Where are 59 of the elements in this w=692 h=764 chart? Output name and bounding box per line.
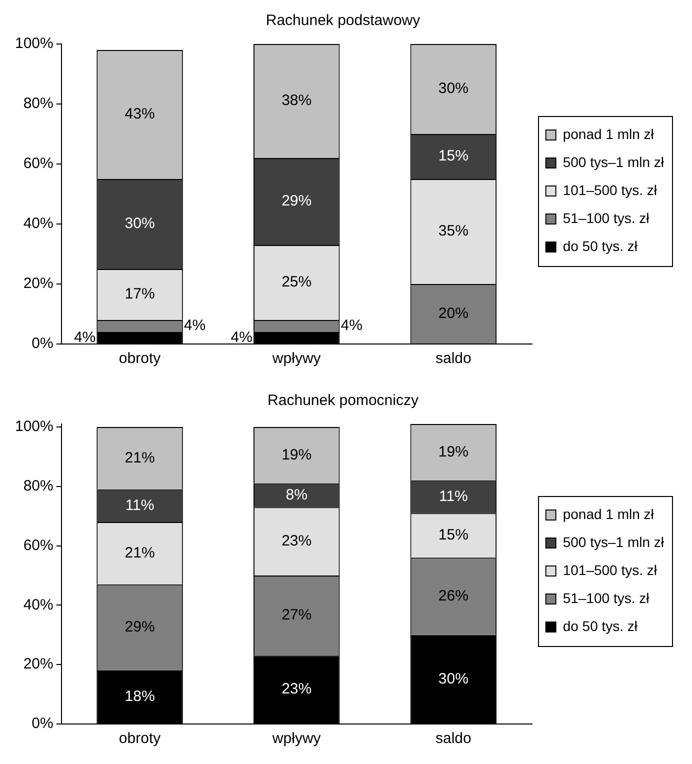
y-tick-label: 40% bbox=[23, 215, 54, 232]
data-label: 29% bbox=[282, 192, 312, 210]
data-label: 4% bbox=[184, 317, 206, 334]
x-tick-label: saldo bbox=[436, 350, 472, 368]
legend-label: 101–500 tys. zł bbox=[562, 562, 658, 578]
y-tick-label: 100% bbox=[14, 35, 54, 52]
y-tick-label: 40% bbox=[23, 596, 54, 614]
legend-label: 101–500 tys. zł bbox=[562, 182, 658, 198]
data-label: 30% bbox=[438, 670, 468, 688]
y-tick-label: 60% bbox=[23, 155, 54, 172]
legend-label: 51–100 tys. zł bbox=[562, 210, 650, 226]
data-label: 38% bbox=[282, 92, 312, 110]
data-label: 11% bbox=[125, 496, 154, 514]
x-tick-label: wpływy bbox=[271, 730, 322, 748]
y-tick-label: 80% bbox=[23, 95, 54, 112]
chart-title: Rachunek podstawowy bbox=[266, 12, 421, 30]
data-label: 4% bbox=[74, 328, 96, 346]
legend-label: 500 tys–1 mln zł bbox=[562, 154, 665, 170]
y-tick-label: 100% bbox=[14, 418, 54, 436]
y-tick-label: 80% bbox=[23, 478, 54, 495]
legend-label: do 50 tys. zł bbox=[562, 618, 638, 634]
data-label: 27% bbox=[282, 606, 312, 624]
data-label: 11% bbox=[438, 488, 468, 505]
data-label: 18% bbox=[124, 688, 155, 706]
y-tick-label: 20% bbox=[23, 656, 54, 673]
legend-label: ponad 1 mln zł bbox=[562, 126, 655, 142]
x-tick-label: obroty bbox=[118, 350, 162, 368]
legend-label: 51–100 tys. zł bbox=[562, 590, 650, 606]
x-tick-label: saldo bbox=[436, 730, 472, 748]
y-tick-label: 60% bbox=[23, 536, 54, 554]
legend-label: ponad 1 mln zł bbox=[562, 506, 655, 522]
chart-title: Rachunek pomocniczy bbox=[268, 392, 419, 410]
data-label: 43% bbox=[124, 106, 155, 123]
legend-label: do 50 tys. zł bbox=[562, 238, 638, 254]
legend-label: 500 tys–1 mln zł bbox=[562, 534, 665, 550]
data-label: 15% bbox=[438, 148, 468, 165]
data-label: 30% bbox=[438, 80, 468, 98]
data-label: 21% bbox=[124, 544, 155, 562]
x-tick-label: obroty bbox=[118, 730, 162, 748]
data-label: 17% bbox=[124, 286, 155, 303]
data-label: 29% bbox=[124, 618, 155, 636]
data-label: 4% bbox=[230, 328, 252, 346]
data-label: 15% bbox=[438, 526, 468, 544]
data-label: 4% bbox=[340, 317, 362, 334]
data-label: 20% bbox=[438, 304, 468, 322]
data-label: 25% bbox=[282, 274, 312, 291]
y-tick-label: 0% bbox=[32, 715, 54, 732]
data-label: 19% bbox=[438, 443, 468, 460]
x-tick-label: wpływy bbox=[271, 350, 322, 368]
data-label: 23% bbox=[282, 680, 312, 698]
data-label: 26% bbox=[438, 587, 468, 604]
data-label: 8% bbox=[286, 486, 308, 504]
data-label: 23% bbox=[282, 532, 312, 550]
data-label: 35% bbox=[438, 222, 468, 240]
data-label: 30% bbox=[124, 215, 155, 232]
y-tick-label: 0% bbox=[32, 335, 54, 352]
data-label: 19% bbox=[282, 446, 312, 464]
y-tick-label: 20% bbox=[23, 275, 54, 292]
data-label: 21% bbox=[124, 449, 155, 466]
